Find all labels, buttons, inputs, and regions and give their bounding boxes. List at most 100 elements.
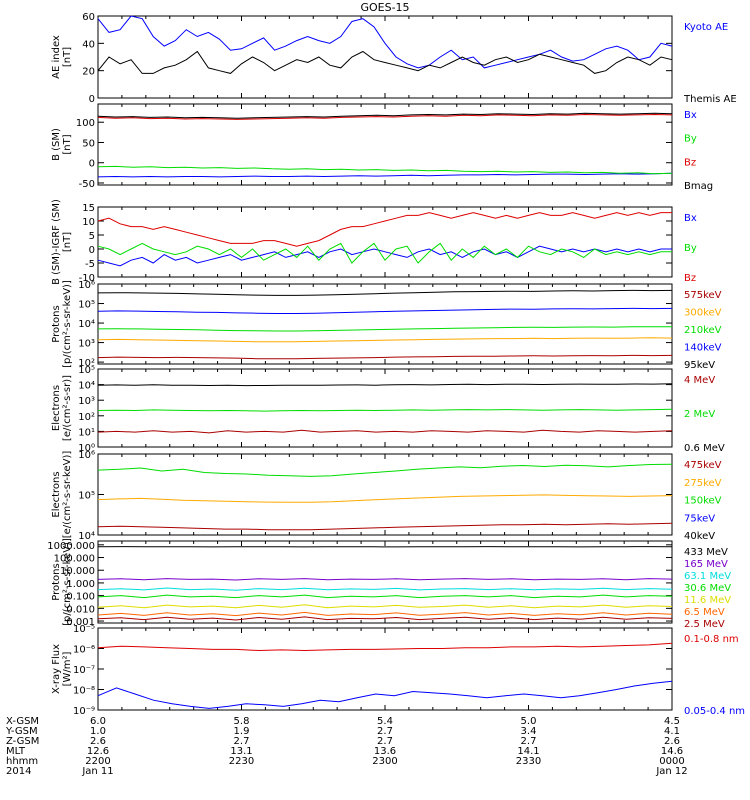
series-line-30-6-mev bbox=[97, 594, 673, 599]
y-tick-label: 10⁻⁶ bbox=[73, 645, 95, 656]
legend-entry: Kyoto AE bbox=[684, 22, 728, 33]
legend-entry: Bz bbox=[684, 157, 696, 168]
legend-entry: 11.6 MeV bbox=[684, 595, 731, 606]
legend-entry: 40keV bbox=[684, 531, 715, 542]
series-line-140kev bbox=[97, 307, 673, 314]
legend-entry: 165 MeV bbox=[684, 559, 728, 570]
series-line-by bbox=[97, 165, 673, 175]
legend-entry: 275keV bbox=[684, 478, 722, 489]
y-axis-label: [e/(cm²-s-sr-keV)] bbox=[62, 451, 73, 539]
x-row-value: 12.6 bbox=[87, 746, 109, 757]
panel-ae: 0 20 40 60 AE index [nT] Kyoto AE Themis AE bbox=[51, 12, 737, 105]
y-tick-label: 15 bbox=[82, 203, 95, 214]
panel-electrons_low: 10⁴ 10⁵ 10⁶ Electrons [e/(cm²-s-sr-keV)] 475k… bbox=[51, 450, 722, 542]
y-tick-label: 0 bbox=[89, 245, 95, 256]
x-row-value: 2330 bbox=[516, 756, 541, 767]
panel-xray: 10⁻⁹ 10⁻⁸ 10⁻⁷ 10⁻⁶ 10⁻⁵ X-ray Flux [W/m²] 0.1-… bbox=[51, 624, 745, 717]
y-axis-label: [nT] bbox=[62, 134, 73, 154]
legend-entry: Bx bbox=[684, 213, 697, 224]
x-row-label: 2014 bbox=[6, 766, 31, 777]
y-axis-label: [p/(cm²-s-sr-keV)] bbox=[62, 280, 73, 368]
x-row-value: 13.6 bbox=[374, 746, 396, 757]
y-tick-label: 100.000 bbox=[54, 554, 95, 565]
series-line-165-mev bbox=[97, 578, 673, 581]
y-tick-label: 10⁴ bbox=[78, 381, 95, 392]
series-line-bx bbox=[97, 172, 673, 178]
legend-entry: 140keV bbox=[684, 343, 722, 354]
y-tick-label: 40 bbox=[82, 39, 95, 50]
x-row-value: 1.0 bbox=[90, 726, 106, 737]
legend-entry: 0.1-0.8 nm bbox=[684, 634, 739, 645]
y-axis-label: [e/(cm²-s-sr)] bbox=[62, 375, 73, 441]
y-tick-label: 10¹ bbox=[78, 427, 95, 438]
y-tick-label: 10³ bbox=[78, 396, 95, 407]
series-line-2-5-mev bbox=[97, 616, 673, 621]
legend-entry: 6.5 MeV bbox=[684, 607, 725, 618]
y-axis-label: B (SM)-IGRF (SM) bbox=[51, 199, 62, 285]
series-line-4-mev bbox=[97, 429, 673, 434]
series-line-475kev bbox=[97, 522, 673, 531]
series-line-6-5-mev bbox=[97, 611, 673, 617]
legend-entry: 30.6 MeV bbox=[684, 583, 731, 594]
chart-title: GOES-15 bbox=[360, 1, 409, 14]
legend-entry: By bbox=[684, 243, 697, 254]
series-line-bz bbox=[97, 113, 673, 120]
y-axis-label: X-ray Flux bbox=[51, 644, 62, 694]
series-line-2-mev bbox=[97, 408, 673, 412]
y-axis-label: [nT] bbox=[62, 232, 73, 252]
x-row-label: X-GSM bbox=[6, 716, 39, 727]
x-row-value: 5.0 bbox=[521, 716, 537, 727]
x-row-value: 5.8 bbox=[234, 716, 250, 727]
y-tick-label: 10⁴ bbox=[78, 531, 95, 542]
y-tick-label: 1.000 bbox=[66, 579, 95, 590]
y-tick-label: 0.001 bbox=[66, 617, 95, 628]
y-tick-label: 10⁻⁵ bbox=[73, 624, 95, 635]
x-row-value: 2.6 bbox=[664, 736, 680, 747]
x-row-value: Jan 12 bbox=[655, 766, 687, 777]
legend-entry: 150keV bbox=[684, 496, 722, 507]
series-line-kyoto-ae bbox=[97, 15, 673, 69]
series-line-0-05-0-4-nm bbox=[97, 680, 673, 709]
y-tick-label: 10 bbox=[82, 217, 95, 228]
y-tick-label: 100 bbox=[76, 118, 95, 129]
x-row-value: 5.4 bbox=[377, 716, 393, 727]
y-tick-label: 5 bbox=[89, 231, 95, 242]
series-line-575kev bbox=[97, 354, 673, 360]
panel-frame bbox=[97, 15, 673, 99]
y-axis-label: [p/(cm²-s-sr-keV)] bbox=[62, 538, 73, 626]
x-row-label: hhmm bbox=[6, 756, 38, 767]
series-line-150kev bbox=[97, 463, 673, 477]
y-tick-label: 10² bbox=[78, 412, 95, 423]
y-axis-label: [nT] bbox=[62, 47, 73, 67]
x-row-value: 6.0 bbox=[90, 716, 106, 727]
series-line-bz bbox=[97, 212, 672, 247]
panel-b_igrf: -10 -5 0 5 10 15 B (SM)-IGRF (SM) [nT] Bx By Bz bbox=[51, 199, 697, 285]
x-row-value: Jan 11 bbox=[81, 766, 113, 777]
legend-entry: 0.6 MeV bbox=[684, 443, 725, 454]
y-tick-label: 10² bbox=[78, 358, 95, 369]
panel-frame bbox=[97, 627, 673, 711]
y-tick-label: 10³ bbox=[78, 339, 95, 350]
series-line-themis-ae bbox=[97, 50, 673, 74]
series-line-0-6-mev bbox=[97, 383, 673, 387]
legend-entry: 475keV bbox=[684, 460, 722, 471]
x-row-value: 3.4 bbox=[521, 726, 537, 737]
panel-frame bbox=[97, 368, 673, 448]
legend-entry: 63.1 MeV bbox=[684, 571, 731, 582]
legend-entry: Bx bbox=[684, 110, 697, 121]
panel-frame bbox=[97, 283, 673, 365]
series-line-0-1-0-8-nm bbox=[97, 642, 673, 652]
series-line-bx bbox=[97, 245, 672, 267]
y-tick-label: 10⁶ bbox=[78, 450, 95, 461]
series-line-11-6-mev bbox=[97, 604, 673, 609]
y-tick-label: 1000.000 bbox=[47, 541, 95, 552]
legend-entry: 210keV bbox=[684, 325, 722, 336]
series-line-95kev bbox=[97, 289, 673, 296]
y-tick-label: 10⁶ bbox=[78, 280, 95, 291]
legend-entry: 2.5 MeV bbox=[684, 619, 725, 630]
y-tick-label: 10⁻⁸ bbox=[73, 686, 95, 697]
panel-protons_low: 10² 10³ 10⁴ 10⁵ 10⁶ Protons [p/(cm²-s-sr-keV)]… bbox=[51, 280, 722, 371]
y-tick-label: 10⁻⁹ bbox=[73, 706, 95, 717]
y-tick-label: -10 bbox=[79, 273, 95, 284]
